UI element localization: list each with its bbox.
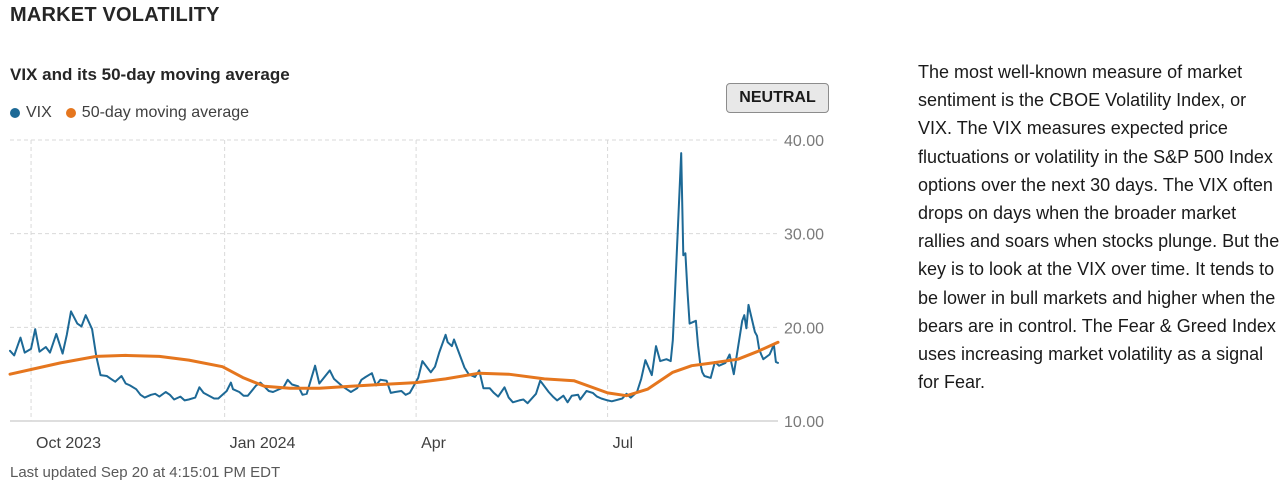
legend-dot-moving-average	[65, 108, 76, 118]
x-tick-label: Apr	[421, 435, 447, 452]
last-updated-text: Last updated Sep 20 at 4:15:01 PM EDT	[10, 464, 281, 481]
y-tick-label: 40.00	[784, 133, 824, 150]
section-title: MARKET VOLATILITY	[10, 4, 220, 26]
y-tick-label: 20.00	[784, 320, 824, 337]
status-badge: NEUTRAL	[726, 83, 829, 113]
chart-legend: VIX 50-day moving average	[10, 104, 249, 122]
legend-label-moving-average: 50-day moving average	[81, 104, 250, 121]
vix-line-chart: 10.00 20.00 30.00 40.00 Oct 2023 Jan 2024 Apr J…	[8, 133, 824, 452]
legend-item-moving-average: 50-day moving average	[65, 104, 250, 122]
vix-line	[9, 152, 779, 405]
legend-item-vix: VIX	[10, 104, 52, 122]
y-tick-label: 10.00	[784, 414, 824, 431]
chart-title: VIX and its 50-day moving average	[10, 65, 290, 84]
moving-average-line	[8, 340, 780, 398]
y-tick-label: 30.00	[784, 227, 824, 244]
x-tick-label: Oct 2023	[36, 435, 101, 452]
x-tick-label: Jan 2024	[230, 435, 296, 452]
x-tick-label: Jul	[613, 435, 633, 452]
legend-label-vix: VIX	[26, 104, 52, 121]
legend-dot-vix	[10, 108, 20, 118]
description-text: The most well-known measure of market se…	[918, 62, 1280, 393]
